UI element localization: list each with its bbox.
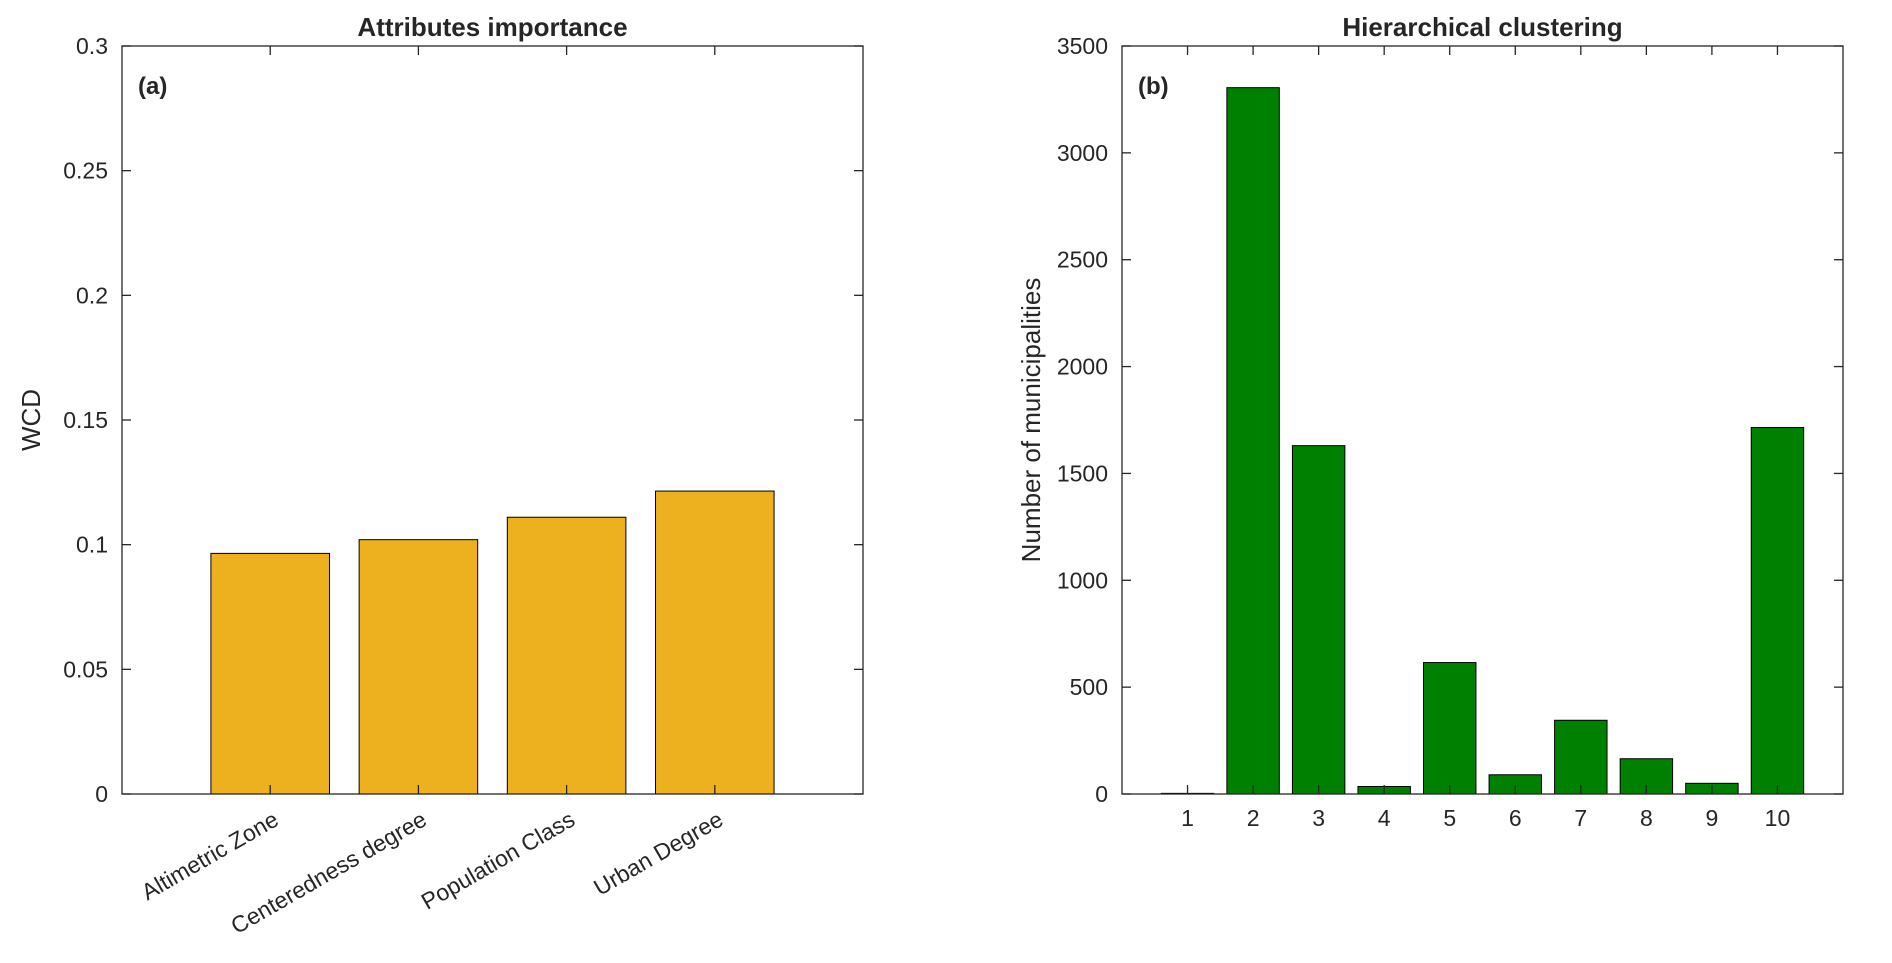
y-tick-label: 0.2 — [76, 282, 108, 308]
y-tick-label: 1500 — [1057, 460, 1108, 486]
y-tick-label: 500 — [1070, 674, 1108, 700]
x-tick-label: Urban Degree — [589, 806, 727, 901]
x-tick-label: 6 — [1509, 805, 1522, 831]
x-tick-label: 3 — [1312, 805, 1325, 831]
bar: 5: 615 — [1423, 662, 1477, 795]
y-tick-label: 0.1 — [76, 532, 108, 558]
x-tick-label: 7 — [1574, 805, 1587, 831]
x-tick-label: 10 — [1765, 805, 1791, 831]
chart-title: Attributes importance — [357, 12, 627, 42]
bar: Population Class: 0.111 — [506, 516, 627, 795]
x-tick-label: 8 — [1640, 805, 1653, 831]
y-tick-label: 0.3 — [76, 33, 108, 59]
chart-attributes-importance: Altimetric Zone: 0.0965Centeredness degr… — [16, 12, 864, 939]
y-tick-label: 0.15 — [63, 407, 108, 433]
y-tick-label: 2000 — [1057, 354, 1108, 380]
bar: Altimetric Zone: 0.0965 — [210, 552, 330, 795]
bar: 10: 1715 — [1750, 426, 1805, 795]
y-axis-label: Number of municipalities — [1016, 278, 1046, 563]
y-tick-label: 0 — [1095, 781, 1108, 807]
bar: 2: 3305 — [1226, 87, 1280, 795]
bar: 3: 1630 — [1291, 445, 1346, 795]
chart-hierarchical-clustering: 1: 32: 33053: 16304: 355: 6156: 907: 345… — [1016, 12, 1844, 831]
panel-label: (b) — [1138, 73, 1169, 100]
x-tick-label: 5 — [1443, 805, 1456, 831]
y-tick-label: 0 — [95, 781, 108, 807]
x-tick-label: 4 — [1378, 805, 1391, 831]
bar: Centeredness degree: 0.102 — [358, 539, 479, 795]
y-tick-label: 1000 — [1057, 567, 1108, 593]
y-tick-label: 2500 — [1057, 247, 1108, 273]
x-tick-label: Population Class — [417, 806, 579, 915]
x-tick-label: Altimetric Zone — [137, 806, 283, 905]
y-tick-label: 3000 — [1057, 140, 1108, 166]
bar: 7: 345 — [1554, 719, 1608, 795]
bar: Urban Degree: 0.1215 — [655, 490, 775, 795]
x-tick-label: 9 — [1706, 805, 1719, 831]
y-tick-label: 0.25 — [63, 158, 108, 184]
y-tick-label: 3500 — [1057, 33, 1108, 59]
chart-title: Hierarchical clustering — [1342, 12, 1622, 42]
x-tick-label: 2 — [1247, 805, 1260, 831]
x-tick-label: 1 — [1181, 805, 1194, 831]
panel-label: (a) — [138, 73, 167, 100]
y-tick-label: 0.05 — [63, 656, 108, 682]
y-axis-label: WCD — [16, 389, 46, 451]
axes-box — [1121, 45, 1844, 795]
